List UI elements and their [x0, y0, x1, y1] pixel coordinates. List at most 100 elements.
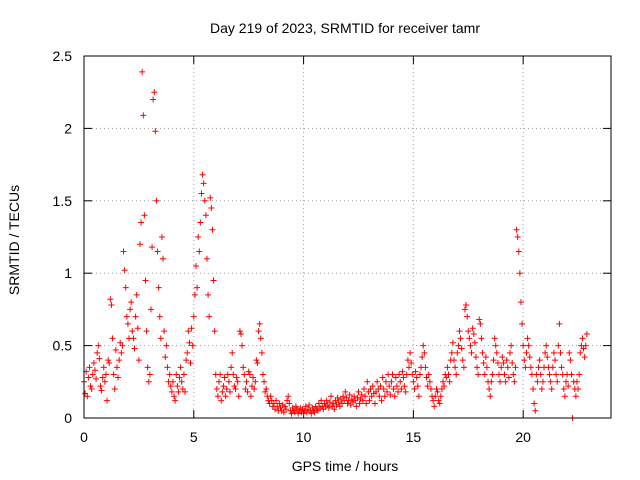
data-point	[326, 399, 333, 406]
data-point	[243, 378, 250, 385]
data-point	[109, 335, 116, 342]
data-point	[501, 371, 508, 378]
x-tick-label: 20	[515, 429, 531, 445]
data-point	[362, 393, 369, 400]
data-point	[199, 171, 206, 178]
data-point	[402, 388, 409, 395]
data-point	[216, 378, 223, 385]
data-point	[143, 328, 150, 335]
data-point	[300, 410, 307, 417]
data-point	[231, 383, 238, 390]
data-point	[105, 357, 112, 364]
data-point	[138, 219, 145, 226]
data-point	[97, 383, 104, 390]
data-point	[465, 328, 472, 335]
data-point	[267, 393, 274, 400]
data-point	[404, 357, 411, 364]
data-point	[525, 342, 532, 349]
data-point	[258, 349, 265, 356]
data-point	[163, 342, 170, 349]
data-point	[93, 375, 100, 382]
data-point	[244, 388, 251, 395]
data-point	[577, 349, 584, 356]
data-point	[431, 403, 438, 410]
data-point	[393, 383, 400, 390]
y-tick-label: 1.5	[53, 193, 73, 209]
data-point	[543, 342, 550, 349]
data-point	[107, 296, 114, 303]
data-point	[184, 349, 191, 356]
data-point	[312, 403, 319, 410]
x-tick-label: 15	[406, 429, 422, 445]
data-point	[127, 306, 134, 313]
data-point	[134, 325, 141, 332]
data-point	[185, 328, 192, 335]
data-point	[198, 190, 205, 197]
data-point	[283, 406, 290, 413]
data-point	[360, 386, 367, 393]
data-point	[201, 197, 208, 204]
data-point	[461, 306, 468, 313]
data-point	[101, 378, 108, 385]
data-point	[554, 378, 561, 385]
data-point	[142, 277, 149, 284]
data-point	[106, 359, 113, 366]
data-point	[573, 378, 580, 385]
data-point	[306, 401, 313, 408]
y-axis-label: SRMTID / TECUs	[6, 185, 22, 295]
data-point	[152, 128, 159, 135]
data-point	[441, 383, 448, 390]
data-point	[482, 354, 489, 361]
data-point	[411, 386, 418, 393]
data-point	[166, 371, 173, 378]
data-point	[210, 277, 217, 284]
data-point	[119, 342, 126, 349]
data-point	[582, 342, 589, 349]
data-point	[435, 397, 442, 404]
data-point	[498, 364, 505, 371]
data-point	[111, 386, 118, 393]
data-point	[276, 400, 283, 407]
data-point	[133, 291, 140, 298]
data-point	[178, 378, 185, 385]
data-point	[475, 371, 482, 378]
data-point	[489, 371, 496, 378]
data-point	[407, 349, 414, 356]
data-point	[510, 371, 517, 378]
data-point	[187, 359, 194, 366]
data-point	[381, 393, 388, 400]
data-point	[110, 371, 117, 378]
data-point	[486, 386, 493, 393]
data-point	[468, 349, 475, 356]
data-point	[426, 378, 433, 385]
data-point	[356, 400, 363, 407]
data-point	[497, 378, 504, 385]
data-point	[534, 378, 541, 385]
data-point	[470, 331, 477, 338]
data-point	[122, 284, 129, 291]
data-point	[96, 355, 103, 362]
data-point	[230, 371, 237, 378]
data-point	[413, 374, 420, 381]
data-point	[162, 354, 169, 361]
data-point	[196, 248, 203, 255]
data-point	[183, 357, 190, 364]
data-point	[238, 331, 245, 338]
data-point	[460, 364, 467, 371]
data-point	[555, 342, 562, 349]
data-point	[514, 234, 521, 240]
plot-frame	[83, 55, 612, 419]
data-point	[437, 393, 444, 400]
data-point	[223, 386, 230, 393]
data-point	[99, 374, 106, 381]
data-point	[145, 378, 152, 385]
data-point	[412, 368, 419, 375]
data-point	[203, 255, 210, 262]
y-tick-label: 2	[64, 120, 72, 136]
data-point	[409, 371, 416, 378]
data-point	[147, 306, 154, 313]
data-point	[432, 393, 439, 400]
data-point	[568, 371, 575, 378]
data-point	[129, 328, 136, 335]
data-point	[224, 371, 231, 378]
